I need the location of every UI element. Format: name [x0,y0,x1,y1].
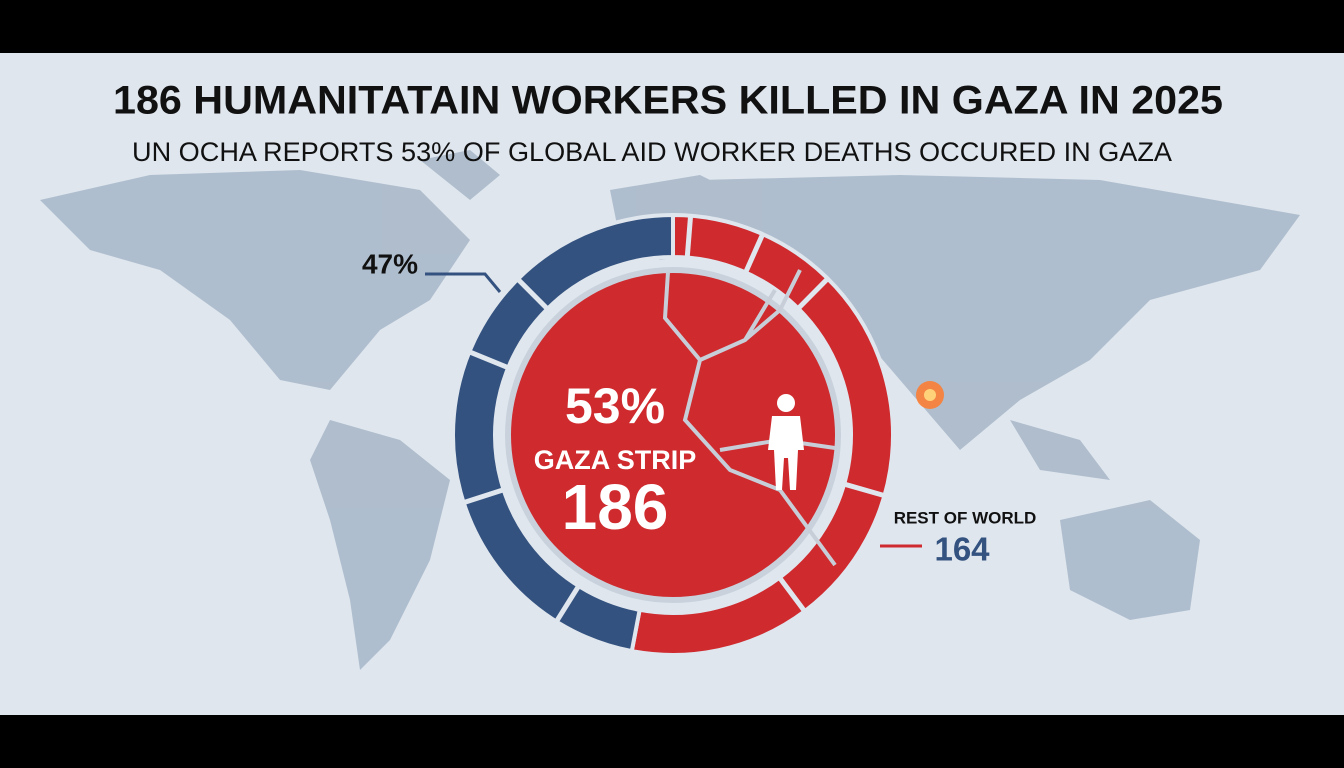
ring-gap [796,276,830,311]
hotspot-core [924,389,936,401]
category-label: REST OF WORLD [894,508,1037,527]
person-icon [777,394,795,412]
ring-gap [843,481,886,499]
leader-line [425,272,502,293]
ring-gap [743,233,765,274]
count-label: 186 [562,471,669,543]
count-label: 164 [934,531,990,568]
title: 186 HUMANITATAIN WORKERS KILLED IN GAZA … [113,79,1223,123]
ring-gap [684,215,694,258]
value-label: 53% [565,378,665,434]
crack [662,269,837,567]
category-label: GAZA STRIP [534,445,697,475]
ring-gap [554,584,581,623]
donut-segment [629,212,895,657]
donut-segment [451,212,675,654]
ring-gap [468,349,510,371]
ring-gap [462,487,505,505]
person-icon [768,416,804,490]
value-label: 47% [362,248,418,279]
ring-gap [516,277,550,311]
inner-disc [505,267,841,603]
ring-gap [777,576,807,613]
subtitle: UN OCHA REPORTS 53% OF GLOBAL AID WORKER… [132,137,1172,167]
